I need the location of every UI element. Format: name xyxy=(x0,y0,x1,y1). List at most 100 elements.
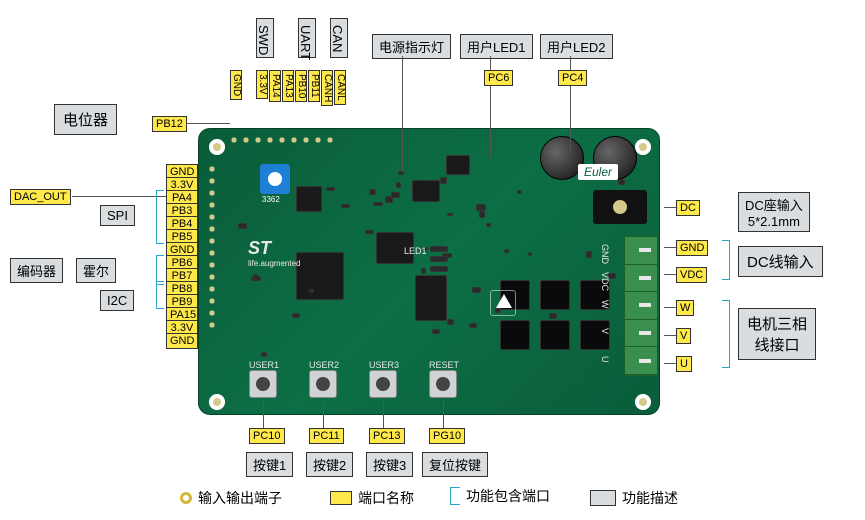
mosfet xyxy=(540,280,570,310)
right-port-label: W xyxy=(676,300,694,316)
legend-port-label: 端口名称 xyxy=(358,488,414,508)
left-func-group: I2C xyxy=(100,290,134,311)
right-port-label: U xyxy=(676,356,692,372)
smd-component xyxy=(432,329,440,334)
smd-component xyxy=(447,319,454,325)
smd-component xyxy=(373,202,383,207)
button-silk: USER2 xyxy=(309,360,339,370)
legend-func: 功能描述 xyxy=(590,488,678,508)
terminal-silk: GND xyxy=(600,244,610,264)
right-func-label: 电机三相线接口 xyxy=(738,308,816,360)
legend-bracket-label: 功能包含端口 xyxy=(466,486,550,506)
smd-component xyxy=(238,223,247,229)
ic-chip xyxy=(412,180,440,202)
top-port-label: GND xyxy=(230,70,242,100)
terminal-silk: VDC xyxy=(600,272,610,291)
top-func-group: UART xyxy=(298,18,316,58)
left-func-group: 编码器 xyxy=(10,258,63,283)
pb12-label: PB12 xyxy=(152,116,187,132)
mosfet xyxy=(540,320,570,350)
top-callout: 电源指示灯 xyxy=(372,34,451,59)
top-func-group: SWD xyxy=(256,18,274,58)
ic-chip xyxy=(296,252,344,300)
euler-logo: Euler xyxy=(578,164,618,180)
smd-component xyxy=(447,213,453,216)
leader-line xyxy=(323,400,324,428)
smd-component xyxy=(472,287,480,294)
smd-component xyxy=(421,268,426,274)
top-pc-label: PC4 xyxy=(558,70,587,86)
right-port-label: GND xyxy=(676,240,708,256)
bottom-func-label: 按键1 xyxy=(246,452,293,477)
right-port-label: V xyxy=(676,328,691,344)
smd-component xyxy=(618,179,625,185)
top-callout: 用户LED2 xyxy=(540,34,613,59)
smd-component xyxy=(549,313,557,319)
smd-component xyxy=(385,196,394,203)
smd-component xyxy=(486,223,491,227)
mosfet xyxy=(580,320,610,350)
left-func-group: 霍尔 xyxy=(76,258,116,283)
legend-func-icon xyxy=(590,490,616,506)
right-func-label: DC线输入 xyxy=(738,246,823,277)
ic-chip xyxy=(446,155,470,175)
leader-line xyxy=(664,207,676,208)
right-func-label: DC座输入5*2.1mm xyxy=(738,192,810,232)
bottom-func-label: 按键2 xyxy=(306,452,353,477)
mounting-hole xyxy=(635,394,651,410)
smd-component xyxy=(365,230,373,234)
top-port-label: CANH xyxy=(321,70,333,106)
smd-component xyxy=(292,313,300,318)
top-func-group: CAN xyxy=(330,18,348,58)
top-pc-label: PC6 xyxy=(484,70,513,86)
top-pin-header xyxy=(228,132,336,148)
leader-line xyxy=(664,363,676,364)
smd-component xyxy=(504,249,510,253)
legend-port-icon xyxy=(330,491,352,505)
ic-chip xyxy=(296,186,322,212)
smd-component xyxy=(398,171,404,176)
smd-component xyxy=(469,323,477,328)
terminal-block xyxy=(624,236,658,376)
led-silk: LED1 xyxy=(404,246,427,256)
potentiometer-label: 电位器 xyxy=(54,104,117,135)
leader-line xyxy=(402,56,403,170)
legend-bracket-icon xyxy=(450,487,460,505)
left-pin-header xyxy=(204,163,220,331)
bottom-pc-label: PC11 xyxy=(309,428,344,444)
leader-line xyxy=(263,400,264,428)
smd-component xyxy=(476,204,486,210)
smd-component xyxy=(341,204,350,208)
smd-component xyxy=(396,182,401,188)
led xyxy=(430,266,448,272)
dc-jack xyxy=(593,190,647,224)
button-silk: USER1 xyxy=(249,360,279,370)
right-port-label: VDC xyxy=(676,267,707,283)
mounting-hole xyxy=(209,394,225,410)
mounting-hole xyxy=(635,139,651,155)
smd-component xyxy=(253,274,258,280)
bracket-icon xyxy=(722,240,730,280)
bottom-pc-label: PC10 xyxy=(249,428,285,444)
led xyxy=(430,246,448,252)
top-port-label: PB11 xyxy=(308,70,320,102)
legend-port: 端口名称 xyxy=(330,488,414,508)
top-port-label: 3.3V xyxy=(256,70,268,99)
bottom-func-label: 按键3 xyxy=(366,452,413,477)
bottom-pc-label: PG10 xyxy=(429,428,465,444)
leader-line xyxy=(186,123,230,124)
top-port-label: PA14 xyxy=(269,70,281,102)
terminal-silk: W xyxy=(600,300,610,309)
leader-line xyxy=(383,400,384,428)
st-logo: STlife.augmented xyxy=(248,238,300,268)
legend-pin-label: 输入输出端子 xyxy=(198,488,282,508)
legend-pin: 输入输出端子 xyxy=(180,488,282,508)
bottom-pc-label: PC13 xyxy=(369,428,405,444)
legend-bracket: 功能包含端口 xyxy=(450,486,550,506)
legend-pin-icon xyxy=(180,492,192,504)
led xyxy=(430,256,448,262)
top-port-label: CANL xyxy=(334,70,346,105)
smd-component xyxy=(586,251,592,258)
terminal-silk: V xyxy=(600,328,610,334)
esd-icon xyxy=(490,290,516,316)
